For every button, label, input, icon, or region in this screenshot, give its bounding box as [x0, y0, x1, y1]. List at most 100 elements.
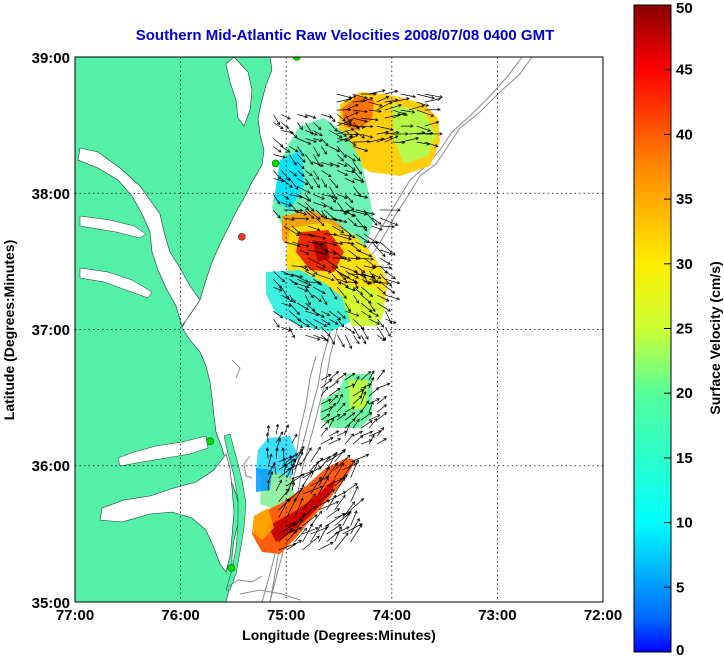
velocity-vector: [353, 122, 360, 130]
velocity-vector: [376, 96, 390, 103]
velocity-vector: [377, 286, 387, 295]
velocity-vector: [355, 249, 373, 258]
velocity-vector: [369, 310, 380, 317]
velocity-vector: [320, 379, 333, 389]
colorbar-tick-label: 0: [676, 642, 684, 659]
velocity-vector: [336, 93, 353, 99]
velocity-vector: [305, 202, 315, 212]
velocity-vector: [424, 93, 444, 99]
velocity-vector: [291, 433, 298, 443]
plot-frame: [74, 56, 604, 603]
y-tick-label: 36:00: [32, 458, 70, 475]
velocity-vector: [334, 526, 342, 543]
velocity-vector: [265, 447, 270, 459]
velocity-vector: [350, 510, 358, 527]
velocity-vector: [353, 154, 361, 162]
velocity-vector: [313, 130, 323, 137]
velocity-vector: [320, 427, 328, 437]
velocity-vector: [297, 170, 305, 177]
velocity-vector: [344, 412, 356, 421]
velocity-vector: [368, 376, 375, 389]
velocity-vector: [273, 270, 286, 283]
velocity-vector: [392, 132, 409, 136]
velocity-vector: [360, 97, 374, 103]
velocity-vector: [275, 479, 283, 491]
velocity-vector: [302, 466, 323, 479]
velocity-vector: [297, 202, 309, 210]
outer-banks: [223, 433, 247, 591]
velocity-vector: [307, 209, 321, 220]
velocity-vector: [321, 146, 328, 155]
velocity-vector: [289, 130, 298, 139]
velocity-vector: [313, 154, 321, 167]
grid-lines: [75, 57, 603, 602]
velocity-vector: [329, 178, 339, 189]
velocity-vector: [361, 335, 367, 345]
velocity-vector: [337, 318, 345, 328]
velocity-vector: [273, 154, 286, 159]
colorbar-tick-label: 45: [676, 62, 693, 79]
velocity-vector: [281, 122, 290, 129]
velocity-vector: [289, 170, 298, 177]
velocity-vector: [326, 508, 340, 519]
velocity-vector: [291, 209, 307, 216]
velocity-vector: [294, 497, 304, 519]
velocity-vector: [400, 124, 414, 128]
velocity-vector: [281, 146, 291, 153]
velocity-vector: [416, 101, 430, 107]
velocity-vector: [321, 194, 336, 199]
station-marker: [227, 564, 236, 572]
velocity-vector: [275, 447, 279, 459]
stations: [206, 57, 301, 572]
velocity-vector: [369, 278, 383, 284]
velocity-vector: [321, 202, 334, 210]
colorbar-tick-label: 40: [676, 126, 693, 143]
y-axis-label: Latitude (Degrees:Minutes): [1, 240, 17, 420]
velocity-vector: [281, 194, 290, 200]
velocity-vector: [281, 178, 293, 188]
velocity-vector: [368, 434, 375, 445]
velocity-vector: [273, 210, 281, 219]
velocity-vector: [310, 457, 324, 471]
velocity-vector: [289, 294, 296, 304]
velocity-vector: [273, 138, 284, 148]
velocity-vector: [294, 451, 304, 471]
velocity-vector: [281, 447, 285, 459]
velocity-vector: [416, 109, 435, 117]
velocity-vector: [361, 294, 372, 304]
velocity-vector: [361, 278, 372, 285]
velocity-vector: [347, 209, 368, 216]
velocity-vector: [315, 273, 335, 282]
velocity-vector: [318, 541, 334, 551]
velocity-vector: [377, 294, 390, 302]
velocity-vector: [278, 523, 296, 535]
velocity-vector: [305, 138, 318, 143]
station-marker: [206, 437, 214, 446]
velocity-vector: [283, 424, 289, 435]
velocity-vector: [368, 387, 380, 397]
velocity-vector: [342, 459, 356, 479]
velocity-vector: [392, 109, 408, 116]
velocity-vector: [334, 462, 345, 479]
velocity-vector: [305, 178, 313, 190]
velocity-vector: [345, 303, 351, 313]
velocity-vector: [339, 257, 352, 262]
velocity-vector: [273, 318, 280, 328]
velocity-vector: [329, 186, 338, 201]
velocity-vector: [337, 114, 346, 122]
velocity-vector: [336, 393, 343, 405]
velocity-vector: [329, 318, 339, 325]
velocity-vector: [379, 281, 396, 294]
velocity-vector: [313, 162, 324, 167]
velocity-vector: [363, 240, 380, 245]
velocity-vector: [361, 310, 372, 318]
velocity-vector: [278, 453, 299, 463]
velocity-vector: [289, 327, 295, 339]
velocity-vector: [313, 286, 326, 294]
y-axis: 39:00 38:00 37:00 36:00 35:00 Latitude (…: [1, 50, 70, 612]
velocity-vector: [273, 146, 282, 153]
velocity-vector: [307, 225, 321, 232]
velocity-vector: [286, 497, 297, 519]
velocity-vector: [305, 295, 311, 306]
